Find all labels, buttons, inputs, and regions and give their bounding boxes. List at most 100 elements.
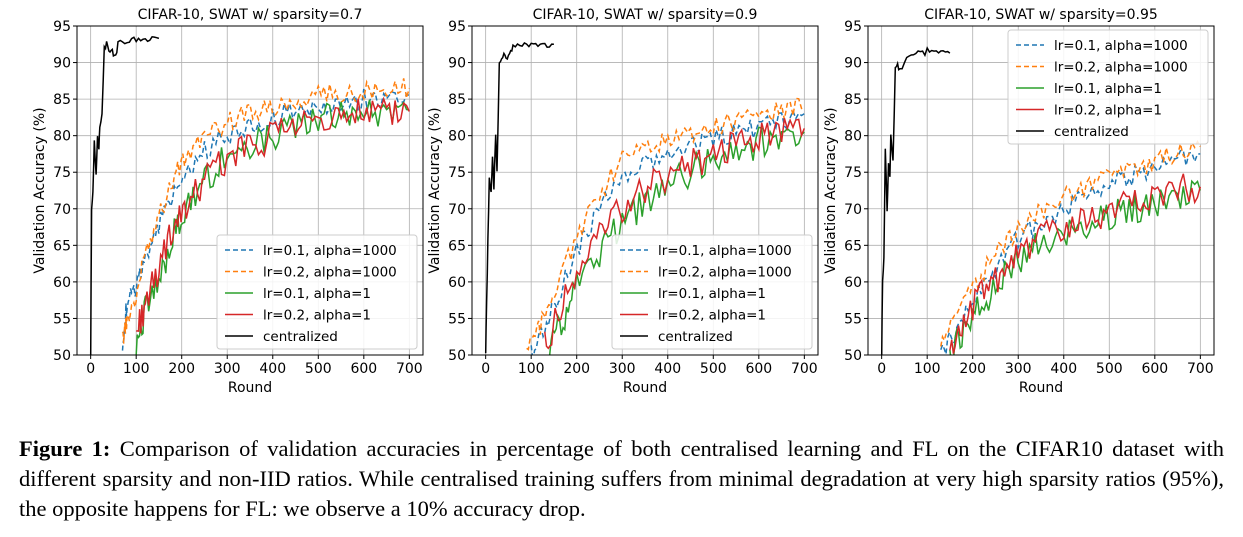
y-tick-label: 85	[53, 92, 71, 108]
y-tick-label: 85	[844, 92, 862, 108]
x-tick-label: 600	[350, 361, 377, 377]
plot-frame	[471, 25, 819, 356]
y-tick-label: 70	[844, 202, 862, 218]
x-tick-label: 700	[1187, 361, 1214, 377]
x-axis-label: Round	[1019, 380, 1063, 396]
legend-label: centralized	[263, 329, 338, 345]
legend-label: centralized	[1054, 124, 1129, 140]
x-axis-label: Round	[228, 380, 272, 396]
x-tick-label: 200	[168, 361, 195, 377]
legend: lr=0.1, alpha=1000 lr=0.2, alpha=1000 lr=0…	[611, 234, 813, 350]
x-axis-label: Round	[623, 380, 667, 396]
figure-caption: Figure 1: Comparison of validation accur…	[19, 434, 1224, 524]
y-tick-label: 65	[844, 238, 862, 254]
y-tick-label: 75	[448, 165, 466, 181]
legend-label: lr=0.1, alpha=1000	[658, 243, 792, 259]
caption-text: Comparison of validation accuracies in p…	[19, 436, 1224, 521]
legend-label: lr=0.2, alpha=1	[1054, 103, 1162, 119]
series-line-blue	[940, 149, 1201, 355]
legend-label: lr=0.1, alpha=1	[263, 286, 371, 302]
y-tick-label: 95	[448, 19, 466, 35]
y-axis-label: Validation Accuracy (%)	[32, 107, 48, 273]
y-tick-label: 60	[448, 275, 466, 291]
y-tick-label: 95	[844, 19, 862, 35]
legend: lr=0.1, alpha=1000 lr=0.2, alpha=1000 lr=0…	[1007, 29, 1209, 145]
x-tick-label: 500	[1096, 361, 1123, 377]
legend-label: lr=0.2, alpha=1000	[658, 265, 792, 281]
y-tick-label: 70	[53, 202, 71, 218]
chart-title: CIFAR-10, SWAT w/ sparsity=0.7	[138, 7, 363, 23]
chart-title: CIFAR-10, SWAT w/ sparsity=0.9	[533, 7, 758, 23]
y-axis-label: Validation Accuracy (%)	[823, 107, 839, 273]
legend-label: lr=0.1, alpha=1000	[1054, 38, 1188, 54]
x-tick-label: 600	[745, 361, 772, 377]
legend: lr=0.1, alpha=1000 lr=0.2, alpha=1000 lr=0…	[216, 234, 418, 350]
y-tick-label: 55	[448, 311, 466, 327]
x-tick-label: 500	[305, 361, 332, 377]
chart-panel-1: 0 100 200 300 400 500 600 700 50 55 60 65 70 75 80 85 90…	[32, 7, 424, 396]
x-tick-label: 700	[396, 361, 423, 377]
x-tick-label: 400	[259, 361, 286, 377]
caption-label: Figure 1:	[19, 436, 111, 461]
x-tick-label: 500	[700, 361, 727, 377]
y-tick-label: 50	[448, 348, 466, 364]
x-tick-label: 600	[1141, 361, 1168, 377]
series-line-orange	[121, 78, 411, 344]
y-tick-label: 85	[448, 92, 466, 108]
series-line-orange	[940, 139, 1201, 347]
x-tick-label: 0	[481, 361, 490, 377]
plot-frame	[867, 25, 1215, 356]
x-tick-label: 300	[1005, 361, 1032, 377]
y-tick-label: 65	[448, 238, 466, 254]
series-line-red	[136, 96, 410, 334]
y-axis-label: Validation Accuracy (%)	[427, 107, 443, 273]
series-line-black	[880, 46, 951, 355]
y-tick-label: 95	[53, 19, 71, 35]
y-tick-label: 70	[448, 202, 466, 218]
legend-label: lr=0.1, alpha=1	[658, 286, 766, 302]
legend-label: centralized	[658, 329, 733, 345]
x-tick-label: 0	[877, 361, 886, 377]
figure-charts: 0 100 200 300 400 500 600 700505560657075808590…	[32, 7, 1215, 396]
y-tick-label: 80	[844, 129, 862, 145]
chart-panel-3: 0 100 200 300 400 500 600 700 50 55 60 65 70 75 80 85 90…	[823, 7, 1215, 396]
x-tick-label: 400	[1050, 361, 1077, 377]
x-tick-label: 700	[791, 361, 818, 377]
series-line-red	[544, 118, 805, 350]
series-line-blue	[530, 108, 805, 355]
x-tick-label: 300	[609, 361, 636, 377]
x-tick-label: 400	[654, 361, 681, 377]
legend-label: lr=0.2, alpha=1	[263, 308, 371, 324]
plot-frame	[76, 25, 424, 356]
y-tick-label: 60	[53, 275, 71, 291]
legend-label: lr=0.1, alpha=1	[1054, 81, 1162, 97]
y-tick-label: 90	[53, 56, 71, 72]
x-tick-label: 200	[959, 361, 986, 377]
chart-title: CIFAR-10, SWAT w/ sparsity=0.95	[924, 7, 1158, 23]
x-tick-label: 100	[518, 361, 545, 377]
y-tick-label: 50	[844, 348, 862, 364]
series-line-blue	[121, 88, 410, 351]
y-tick-label: 75	[53, 165, 71, 181]
x-tick-label: 200	[563, 361, 590, 377]
y-tick-label: 60	[844, 275, 862, 291]
y-tick-label: 55	[844, 311, 862, 327]
chart-panel-2: 0 100 200 300 400 500 600 700 50 55 60 65 70 75 80 85 90…	[427, 7, 819, 396]
y-tick-label: 50	[53, 348, 71, 364]
legend-label: lr=0.2, alpha=1000	[1054, 60, 1188, 76]
y-tick-label: 75	[844, 165, 862, 181]
legend-label: lr=0.2, alpha=1000	[263, 265, 397, 281]
series-line-red	[949, 173, 1202, 354]
x-tick-label: 100	[914, 361, 941, 377]
y-tick-label: 55	[53, 311, 71, 327]
series-line-black	[484, 42, 554, 354]
y-tick-label: 65	[53, 238, 71, 254]
x-tick-label: 300	[214, 361, 241, 377]
legend-label: lr=0.2, alpha=1	[658, 308, 766, 324]
y-tick-label: 90	[448, 56, 466, 72]
y-tick-label: 90	[844, 56, 862, 72]
series-line-orange	[526, 97, 805, 351]
x-tick-label: 100	[123, 361, 150, 377]
series-line-black	[89, 35, 160, 355]
legend-label: lr=0.1, alpha=1000	[263, 243, 397, 259]
